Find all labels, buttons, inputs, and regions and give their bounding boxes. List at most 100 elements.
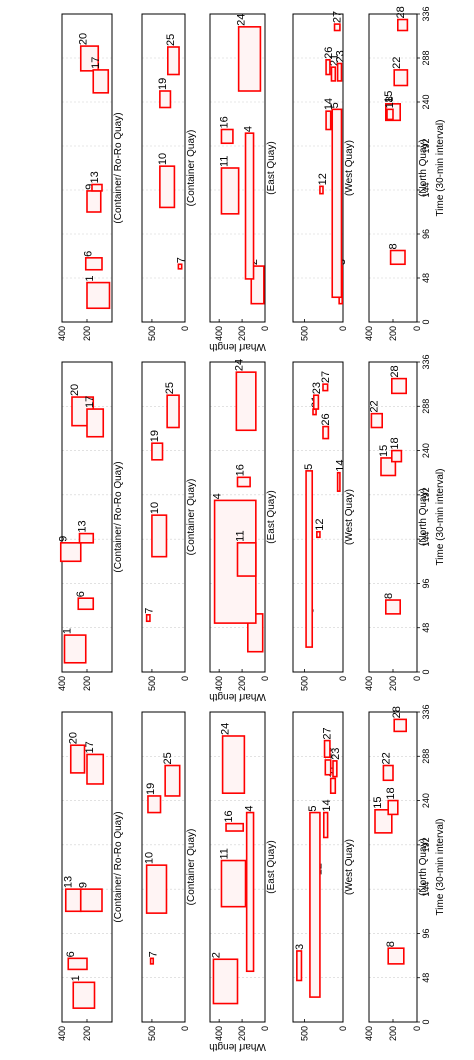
vessel-label: 26 <box>320 413 332 425</box>
vessel-label: 22 <box>380 752 392 764</box>
y-tick-label: 200 <box>82 676 92 691</box>
x-tick-label: 288 <box>421 50 431 65</box>
vessel-label: 4 <box>244 805 256 811</box>
vessel-box-26 <box>325 59 331 76</box>
x-tick-label: 240 <box>421 94 431 109</box>
vessel-label: 23 <box>335 50 347 62</box>
vessel-label: 23 <box>311 382 323 394</box>
vessel-box-24 <box>235 371 257 432</box>
vessel-label: 13 <box>63 876 75 888</box>
x-tick-label: 0 <box>421 1019 431 1024</box>
vessel-box-26 <box>322 425 330 440</box>
vessel-label: 15 <box>383 91 395 103</box>
vessel-label: 24 <box>236 14 248 26</box>
vessel-box-21 <box>330 66 337 82</box>
y-tick-label: 0 <box>260 676 270 681</box>
vessel-label: 25 <box>162 752 174 764</box>
subplot-title: (Container/ Ro-Ro Quay) <box>113 811 124 922</box>
vessel-box-8 <box>387 947 405 965</box>
vessel-box-11 <box>236 542 257 577</box>
axes-frame <box>368 711 418 1023</box>
y-tick-label: 0 <box>412 676 422 681</box>
x-axis-label: Time (30-min interval) <box>435 469 446 566</box>
vessel-box-13 <box>64 888 82 913</box>
vessel-box-24 <box>221 735 246 794</box>
x-tick-label: 48 <box>421 273 431 283</box>
y-tick-label: 400 <box>364 1026 374 1041</box>
vessel-label: 6 <box>75 591 87 597</box>
vessel-label: 1 <box>62 628 74 634</box>
vessel-label: 11 <box>235 530 247 541</box>
x-tick-label: 336 <box>421 354 431 369</box>
y-tick-label: 0 <box>412 326 422 331</box>
vessel-box-15 <box>374 808 393 834</box>
vessel-box-24 <box>237 26 262 92</box>
vessel-label: 13 <box>77 520 89 532</box>
vessel-box-11 <box>220 859 247 908</box>
vessel-label: 22 <box>368 400 380 412</box>
subplot-4: (West Quay)500035121421232627 <box>292 361 355 691</box>
y-tick-label: 500 <box>147 326 157 341</box>
vessel-label: 10 <box>157 153 169 165</box>
vessel-box-28 <box>396 18 409 32</box>
subplot-3: (East Quay)400200024111624 <box>209 13 277 341</box>
vessel-label: 16 <box>223 810 235 822</box>
axes-frame <box>141 361 186 673</box>
vessel-label: 26 <box>323 47 335 59</box>
y-tick-label: 500 <box>147 676 157 691</box>
vessel-label: 24 <box>233 359 245 371</box>
vessel-box-7 <box>145 613 151 623</box>
vessel-box-20 <box>69 744 86 774</box>
x-axis-label: Time (30-min interval) <box>435 819 446 916</box>
x-tick-label: 0 <box>421 669 431 674</box>
vessel-label: 27 <box>332 11 344 23</box>
x-tick-label: 96 <box>421 578 431 588</box>
vessel-box-23 <box>336 62 343 82</box>
vessel-label: 18 <box>384 96 396 108</box>
vessel-label: 10 <box>144 852 156 864</box>
y-tick-label: 0 <box>180 676 190 681</box>
vessel-label: 5 <box>303 464 315 470</box>
x-tick-label: 240 <box>421 793 431 808</box>
y-tick-label: 400 <box>214 1026 224 1041</box>
vessel-box-3 <box>296 950 303 982</box>
vessel-box-14 <box>322 811 329 839</box>
subplot-title: (West Quay) <box>344 839 355 895</box>
vessel-box-17 <box>86 408 105 438</box>
vessel-box-19 <box>147 795 162 814</box>
vessel-label: 3 <box>294 944 306 950</box>
x-tick-label: 48 <box>421 973 431 983</box>
y-tick-label: 200 <box>388 326 398 341</box>
vessel-label: 25 <box>164 382 176 394</box>
vessel-box-1 <box>86 281 111 310</box>
vessel-label: 13 <box>89 171 101 183</box>
vessel-label: 1 <box>84 275 96 281</box>
vessel-label: 25 <box>165 34 177 46</box>
y-tick-label: 500 <box>300 1026 310 1041</box>
vessel-box-8 <box>389 249 406 266</box>
figure-panel-2: (Container/ Ro-Ro Quay)400 200169132017(C… <box>57 354 446 702</box>
axes-frame <box>292 711 344 1023</box>
x-axis-label: Time (30-min interval) <box>435 120 446 217</box>
vessel-box-12 <box>316 530 321 539</box>
vessel-box-4 <box>244 132 255 280</box>
vessel-label: 11 <box>218 848 230 859</box>
vessel-label: 19 <box>157 78 169 90</box>
vessel-label: 8 <box>383 593 395 599</box>
vessel-box-23 <box>312 394 320 410</box>
vessel-box-6 <box>77 597 95 611</box>
vessel-label: 11 <box>218 156 230 167</box>
y-tick-label: 0 <box>338 1026 348 1031</box>
vessel-label: 28 <box>395 6 407 18</box>
vessel-label: 12 <box>314 519 326 531</box>
vessel-label: 18 <box>385 787 397 799</box>
y-tick-label: 0 <box>338 326 348 331</box>
vessel-label: 9 <box>58 536 70 542</box>
vessel-label: 6 <box>83 251 95 257</box>
subplot-title: (West Quay) <box>344 140 355 196</box>
x-tick-label: 144 <box>421 182 431 197</box>
y-tick-label: 500 <box>300 676 310 691</box>
